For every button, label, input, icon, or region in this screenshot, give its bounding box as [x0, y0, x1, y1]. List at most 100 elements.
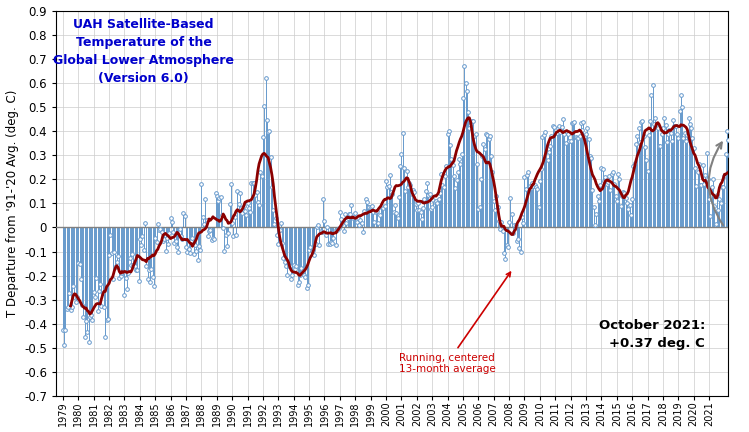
Point [610, 193, 622, 200]
Point [607, 168, 619, 175]
Point [362, 204, 374, 211]
Point [404, 182, 416, 189]
Point [343, 210, 355, 217]
Point [184, 250, 195, 257]
Point [235, 205, 247, 212]
Point [370, 209, 382, 216]
Point [188, 251, 200, 257]
Point [476, 152, 488, 159]
Point [534, 178, 546, 184]
Point [585, 155, 597, 162]
Point [722, 137, 734, 143]
Point [108, 248, 120, 255]
Point [122, 270, 134, 276]
Point [224, 200, 236, 207]
Point [75, 276, 87, 283]
Point [571, 134, 583, 141]
Point [275, 219, 287, 226]
Point [295, 265, 307, 272]
Point [366, 203, 378, 210]
Point [477, 140, 489, 147]
Point [239, 207, 251, 214]
Point [192, 242, 204, 249]
Point [176, 235, 188, 242]
Point [616, 193, 628, 200]
Point [86, 316, 98, 323]
Point [626, 195, 638, 202]
Point [88, 289, 100, 295]
Point [640, 157, 652, 164]
Point [480, 131, 492, 138]
Text: Running, centered
13-month average: Running, centered 13-month average [398, 272, 510, 375]
Point [109, 264, 121, 271]
Point [637, 133, 649, 140]
Point [460, 79, 472, 86]
Point [246, 179, 258, 186]
Point [142, 275, 154, 282]
Point [91, 274, 103, 281]
Point [226, 219, 238, 226]
Point [419, 195, 431, 202]
Point [385, 188, 397, 195]
Point [376, 202, 388, 209]
Point [428, 199, 440, 206]
Point [601, 181, 613, 188]
Point [267, 206, 279, 213]
Point [309, 241, 321, 248]
Point [379, 203, 391, 210]
Point [284, 262, 296, 269]
Point [730, 185, 742, 192]
Point [603, 173, 615, 180]
Point [357, 229, 369, 235]
Point [162, 241, 174, 248]
Point [415, 209, 427, 216]
Point [210, 190, 222, 197]
Point [655, 131, 667, 138]
Point [729, 194, 741, 200]
Point [192, 256, 204, 263]
Point [104, 232, 116, 238]
Point [599, 173, 611, 180]
Point [455, 150, 467, 157]
Point [421, 180, 433, 187]
Point [216, 212, 228, 219]
Point [331, 227, 343, 234]
Point [329, 227, 341, 234]
Point [153, 226, 165, 233]
Point [294, 271, 306, 278]
Point [372, 219, 384, 226]
Point [412, 199, 424, 206]
Point [598, 178, 610, 184]
Point [309, 251, 321, 258]
Point [540, 149, 552, 156]
Point [246, 180, 258, 187]
Point [360, 195, 372, 202]
Point [527, 182, 539, 189]
Point [554, 129, 566, 136]
Point [77, 314, 89, 321]
Point [139, 219, 151, 226]
Point [671, 131, 683, 138]
Point [230, 232, 242, 238]
Point [152, 220, 164, 227]
Point [126, 250, 138, 257]
Point [556, 123, 568, 130]
Point [574, 133, 586, 140]
Point [493, 217, 505, 224]
Point [453, 156, 465, 163]
Point [669, 123, 681, 130]
Point [127, 262, 139, 269]
Point [509, 221, 521, 228]
Point [700, 150, 712, 157]
Point [466, 117, 478, 124]
Point [520, 186, 532, 193]
Point [365, 204, 377, 211]
Point [180, 243, 192, 250]
Point [100, 316, 112, 323]
Point [352, 215, 364, 222]
Point [208, 235, 220, 242]
Point [689, 165, 701, 172]
Point [479, 145, 491, 152]
Point [410, 200, 422, 207]
Point [64, 290, 76, 297]
